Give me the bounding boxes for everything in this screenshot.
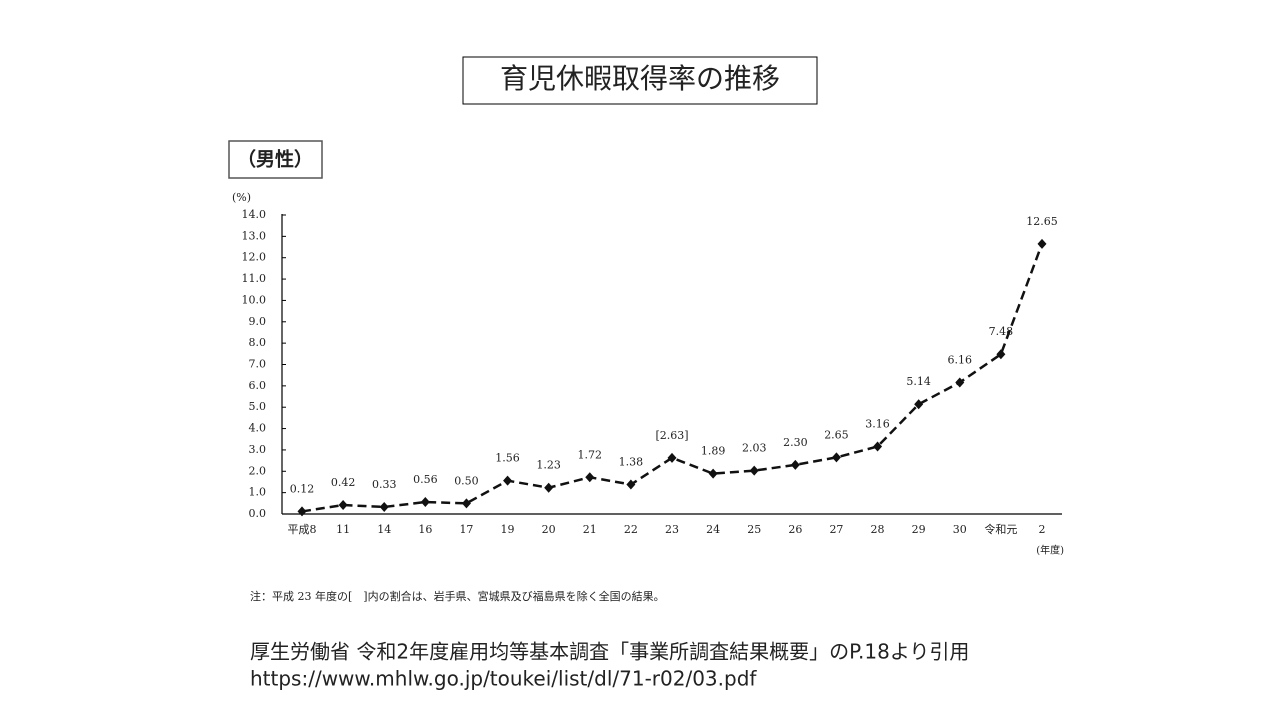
x-tick-label: 20 bbox=[542, 523, 556, 536]
source-url: https://www.mhlw.go.jp/toukei/list/dl/71… bbox=[250, 667, 757, 691]
x-tick-label: 22 bbox=[624, 523, 638, 536]
y-tick-label: 4.0 bbox=[249, 422, 267, 435]
data-label: 12.65 bbox=[1026, 215, 1058, 228]
y-tick-label: 0.0 bbox=[249, 507, 267, 520]
marker bbox=[996, 349, 1006, 360]
marker bbox=[914, 399, 924, 410]
data-label: 0.50 bbox=[454, 474, 479, 487]
x-tick-label: 21 bbox=[583, 523, 597, 536]
y-tick-label: 2.0 bbox=[249, 464, 267, 477]
x-tick-label: 29 bbox=[912, 523, 926, 536]
marker bbox=[626, 479, 636, 490]
marker bbox=[708, 468, 718, 479]
marker bbox=[749, 465, 759, 476]
subtitle-box bbox=[228, 140, 323, 179]
marker bbox=[544, 482, 554, 493]
data-label: 1.38 bbox=[619, 456, 644, 469]
y-tick-label: 8.0 bbox=[249, 336, 267, 349]
data-label: 0.42 bbox=[331, 476, 356, 489]
marker bbox=[585, 472, 595, 483]
data-label: 2.30 bbox=[783, 436, 808, 449]
data-label: [2.63] bbox=[655, 429, 688, 442]
marker bbox=[503, 475, 513, 486]
data-label: 0.12 bbox=[290, 482, 315, 495]
x-tick-label: 16 bbox=[418, 523, 432, 536]
data-label: 0.33 bbox=[372, 478, 397, 491]
marker bbox=[831, 452, 841, 463]
chart-subtitle: （男性） bbox=[237, 148, 313, 171]
x-tick-label: 平成8 bbox=[288, 523, 317, 536]
x-tick-label: 2 bbox=[1039, 523, 1046, 536]
marker bbox=[297, 506, 307, 517]
x-tick-label: 令和元 bbox=[984, 522, 1017, 536]
y-tick-label: 5.0 bbox=[249, 400, 267, 413]
y-unit: (%) bbox=[232, 191, 251, 204]
y-tick-label: 10.0 bbox=[242, 293, 267, 306]
source-line: 厚生労働省 令和2年度雇用均等基本調査「事業所調査結果概要」のP.18より引用 bbox=[250, 640, 969, 664]
y-tick-label: 12.0 bbox=[242, 251, 267, 264]
data-label: 2.03 bbox=[742, 442, 767, 455]
y-tick-label: 1.0 bbox=[249, 486, 267, 499]
marker bbox=[955, 377, 965, 388]
data-label: 1.23 bbox=[536, 459, 561, 472]
marker bbox=[461, 498, 471, 509]
data-label: 3.16 bbox=[865, 418, 890, 431]
marker bbox=[667, 452, 677, 463]
note: 注：平成 23 年度の[ ]内の割合は、岩手県、宮城県及び福島県を除く全国の結果… bbox=[250, 589, 665, 603]
x-tick-label: 26 bbox=[788, 523, 802, 536]
data-line bbox=[301, 243, 1044, 513]
x-tick-label: 17 bbox=[459, 523, 473, 536]
data-label: 1.89 bbox=[701, 445, 726, 458]
y-tick-label: 7.0 bbox=[249, 358, 267, 371]
slide-title: 育児休暇取得率の推移 bbox=[500, 62, 780, 95]
marker bbox=[790, 459, 800, 470]
marker bbox=[1037, 238, 1047, 249]
marker bbox=[420, 497, 430, 508]
x-tick-label: 19 bbox=[501, 523, 515, 536]
data-label: 7.48 bbox=[989, 325, 1014, 338]
y-tick-label: 6.0 bbox=[249, 379, 267, 392]
x-tick-label: 25 bbox=[747, 523, 761, 536]
y-tick-label: 13.0 bbox=[242, 229, 267, 242]
y-tick-label: 3.0 bbox=[249, 443, 267, 456]
data-label: 5.14 bbox=[906, 375, 931, 388]
x-tick-label: 27 bbox=[829, 523, 843, 536]
data-label: 1.56 bbox=[495, 452, 520, 465]
data-label: 1.72 bbox=[578, 448, 603, 461]
title-box bbox=[462, 56, 818, 105]
data-label: 2.65 bbox=[824, 428, 849, 441]
data-label: 0.56 bbox=[413, 473, 438, 486]
marker bbox=[338, 500, 348, 511]
x-tick-label: 24 bbox=[706, 523, 720, 536]
x-tick-label: 28 bbox=[871, 523, 885, 536]
x-tick-label: 23 bbox=[665, 523, 679, 536]
y-tick-label: 9.0 bbox=[249, 315, 267, 328]
y-tick-label: 14.0 bbox=[242, 208, 267, 221]
x-tick-label: 30 bbox=[953, 523, 967, 536]
data-label: 6.16 bbox=[948, 353, 973, 366]
marker bbox=[379, 501, 389, 512]
y-tick-label: 11.0 bbox=[242, 272, 267, 285]
marker bbox=[873, 441, 883, 452]
x-unit: (年度) bbox=[1036, 544, 1064, 557]
x-tick-label: 14 bbox=[377, 523, 391, 536]
x-tick-label: 11 bbox=[336, 523, 350, 536]
